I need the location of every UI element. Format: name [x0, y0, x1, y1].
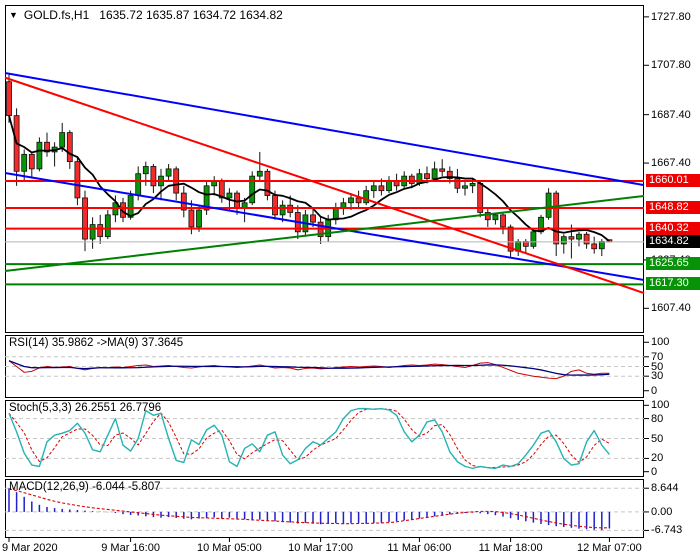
time-label: 11 Mar 06:00: [387, 542, 452, 554]
ohlc-values: 1635.72 1635.87 1634.72 1634.82: [99, 8, 283, 22]
time-label: 10 Mar 05:00: [196, 542, 262, 554]
rsi-tick-label: 0: [651, 384, 658, 397]
blue-upper-channel: [4, 72, 645, 187]
macd-tick-label: 0.00: [651, 505, 673, 518]
price-badge-support: 1625.65: [646, 257, 700, 271]
rsi-indicator-title: RSI(14) 35.9862 ->MA(9) 37.3645: [9, 337, 184, 349]
price-badge-resistance: 1648.82: [646, 201, 700, 215]
symbol-dropdown-icon[interactable]: ▼: [9, 10, 18, 20]
price-badge-resistance: 1640.32: [646, 221, 700, 235]
time-label: 10 Mar 17:00: [288, 542, 353, 554]
price-tick-label: 1727.80: [651, 10, 691, 23]
chart-title: ▼ GOLD.fs,H1 1635.72 1635.87 1634.72 1634.…: [9, 8, 283, 22]
symbol-timeframe-label: GOLD.fs,H1: [23, 8, 90, 22]
macd-tick-label: 8.644: [651, 482, 679, 495]
red-downtrend-line: [4, 76, 645, 295]
price-badge-resistance: 1660.01: [646, 173, 700, 187]
stoch-tick-label: 100: [651, 399, 670, 412]
rsi-tick-label: 100: [651, 336, 670, 349]
price-tick-label: 1707.80: [651, 59, 691, 72]
stoch-tick-label: 0: [651, 465, 658, 478]
price-tick-label: 1607.40: [651, 302, 691, 315]
price-tick-label: 1667.40: [651, 157, 691, 170]
rsi-tick-label: 70: [651, 350, 664, 363]
time-label: 9 Mar 16:00: [101, 542, 160, 554]
stoch-tick-label: 80: [651, 412, 664, 425]
time-label: 9 Mar 2020: [2, 542, 58, 554]
rsi-tick-label: 50: [651, 360, 664, 373]
price-tick-label: 1687.40: [651, 108, 691, 121]
time-label: 11 Mar 18:00: [478, 542, 543, 554]
macd-indicator-title: MACD(12,26,9) -6.044 -5.807: [9, 481, 161, 493]
green-uptrend-line: [4, 194, 645, 273]
rsi-tick-label: 30: [651, 370, 664, 383]
macd-tick-label: -6.743: [651, 524, 683, 537]
stoch-tick-label: 50: [651, 432, 664, 445]
price-badge-support: 1617.30: [646, 277, 700, 291]
stoch-tick-label: 20: [651, 452, 664, 465]
time-label: 12 Mar 07:00: [576, 542, 642, 554]
price-badge-current-price: 1634.82: [646, 234, 700, 248]
blue-lower-channel: [4, 172, 645, 281]
stoch-indicator-title: Stoch(5,3,3) 26.2551 26.7796: [9, 402, 162, 414]
